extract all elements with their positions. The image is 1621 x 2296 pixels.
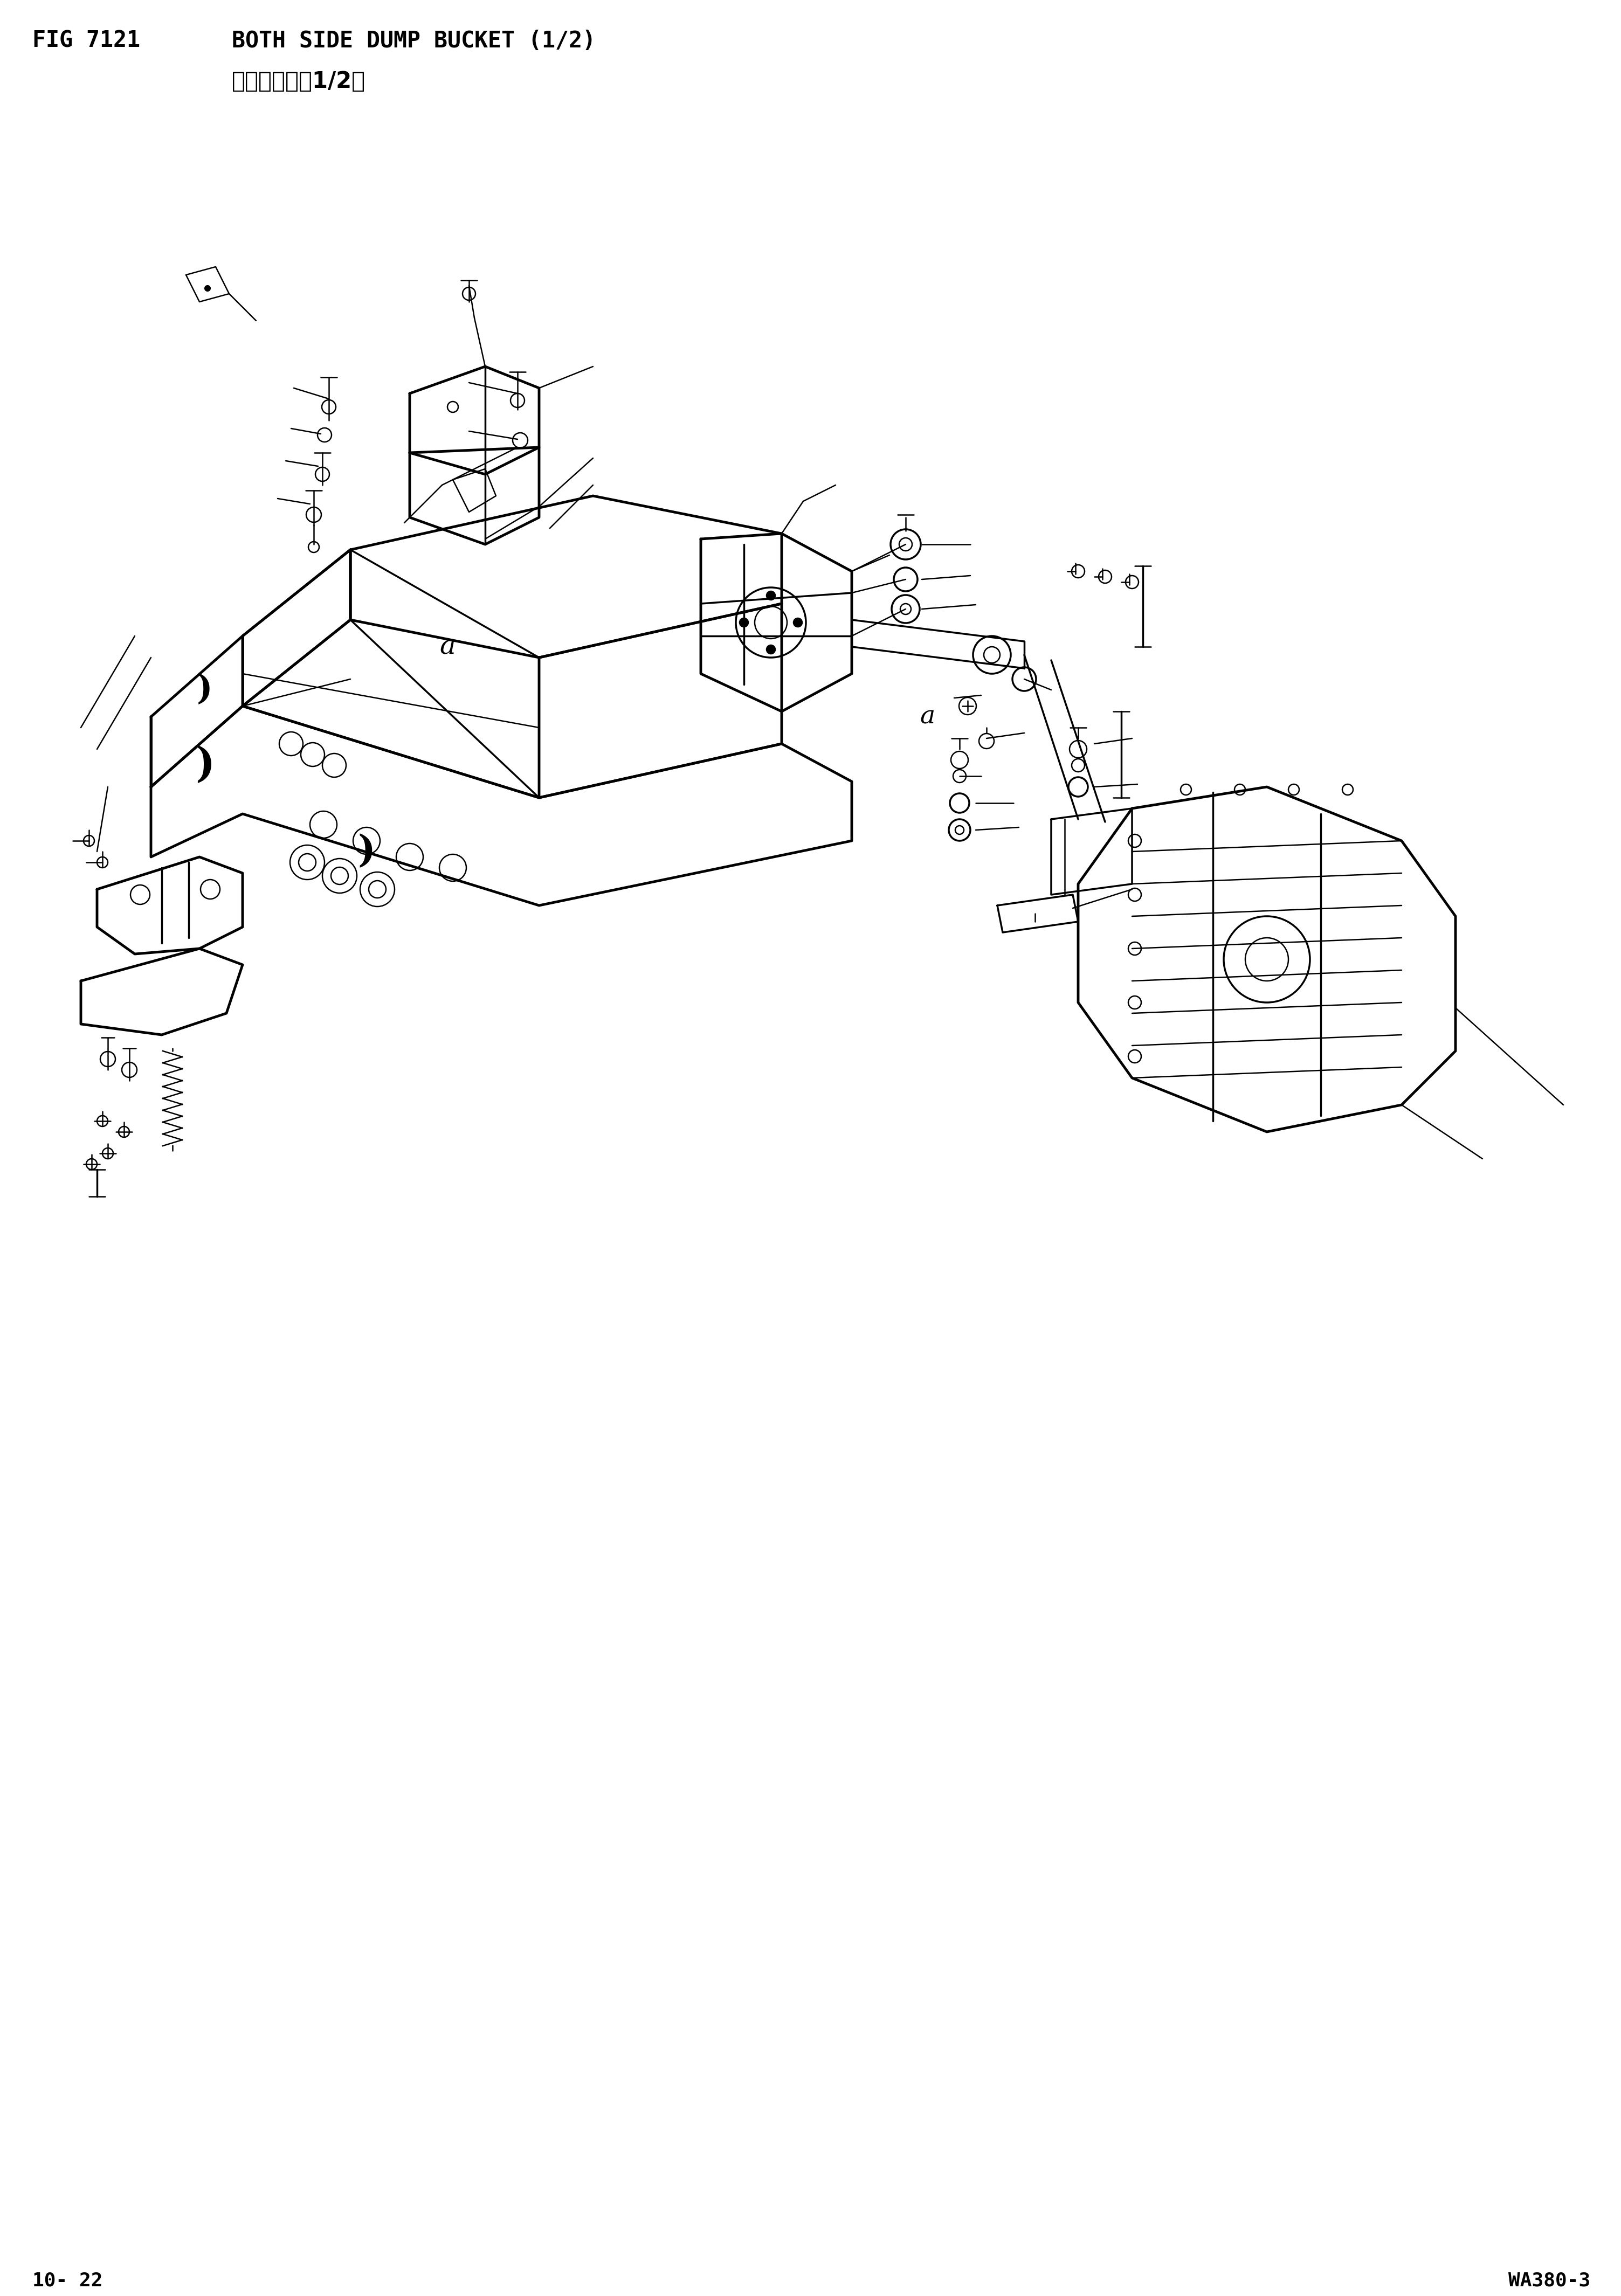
Circle shape [767,592,775,599]
Circle shape [755,606,788,638]
Circle shape [767,645,775,654]
Text: 側卩浏　　（1/2）: 側卩浏 （1/2） [232,71,366,92]
Text: FIG 7121: FIG 7121 [32,30,139,53]
Text: WA380-3: WA380-3 [1508,2271,1590,2289]
Circle shape [794,618,802,627]
Text: ): ) [358,833,376,870]
Circle shape [204,285,211,292]
Text: ): ) [195,746,214,785]
Text: ): ) [196,673,212,707]
Text: a: a [919,705,935,730]
Text: BOTH SIDE DUMP BUCKET (1/2): BOTH SIDE DUMP BUCKET (1/2) [232,30,595,53]
Text: a: a [439,634,456,659]
Text: 10- 22: 10- 22 [32,2271,102,2289]
Circle shape [739,618,749,627]
